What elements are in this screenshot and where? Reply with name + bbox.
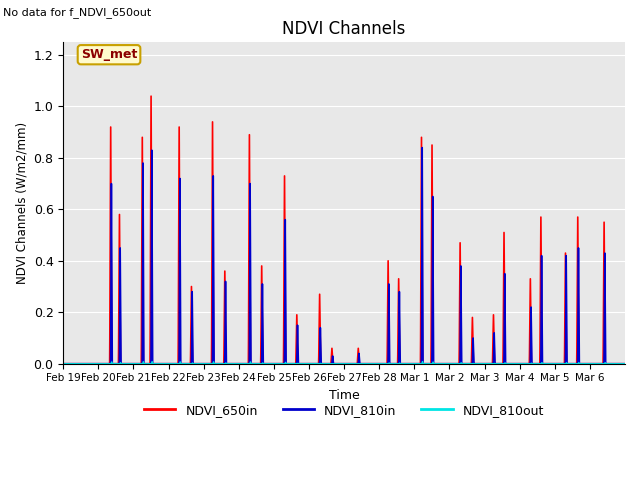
NDVI_650in [621,361,629,367]
NDVI_810out [466,361,474,367]
X-axis label: Time: Time [329,389,360,402]
NDVI_810in [175,361,182,367]
NDVI_810out [536,361,543,367]
NDVI_650in [147,93,155,99]
NDVI_810in [416,361,424,367]
NDVI_810out [60,361,67,367]
NDVI_650in [466,361,474,367]
Legend: NDVI_650in, NDVI_810in, NDVI_810out: NDVI_650in, NDVI_810in, NDVI_810out [140,399,549,422]
NDVI_650in [615,361,623,367]
NDVI_810in [60,361,67,367]
Title: NDVI Channels: NDVI Channels [282,20,406,38]
Line: NDVI_650in: NDVI_650in [63,96,625,364]
NDVI_810in [615,361,623,367]
NDVI_810in [536,361,543,367]
NDVI_810in [466,361,474,367]
NDVI_650in [502,361,509,367]
NDVI_650in [536,361,543,367]
Y-axis label: NDVI Channels (W/m2/mm): NDVI Channels (W/m2/mm) [15,122,28,284]
NDVI_810out [502,360,509,366]
NDVI_810in [621,361,629,367]
NDVI_810out [416,361,424,367]
NDVI_810in [502,361,509,367]
NDVI_650in [417,361,424,367]
NDVI_810out [419,359,426,364]
Line: NDVI_810out: NDVI_810out [63,361,625,364]
Line: NDVI_810in: NDVI_810in [63,148,625,364]
NDVI_650in [175,293,182,299]
NDVI_810out [175,361,182,367]
Text: SW_met: SW_met [81,48,137,61]
NDVI_810out [615,361,623,367]
NDVI_810out [621,361,629,367]
NDVI_650in [60,361,67,367]
NDVI_810in [419,145,426,151]
Text: No data for f_NDVI_650out: No data for f_NDVI_650out [3,7,152,18]
